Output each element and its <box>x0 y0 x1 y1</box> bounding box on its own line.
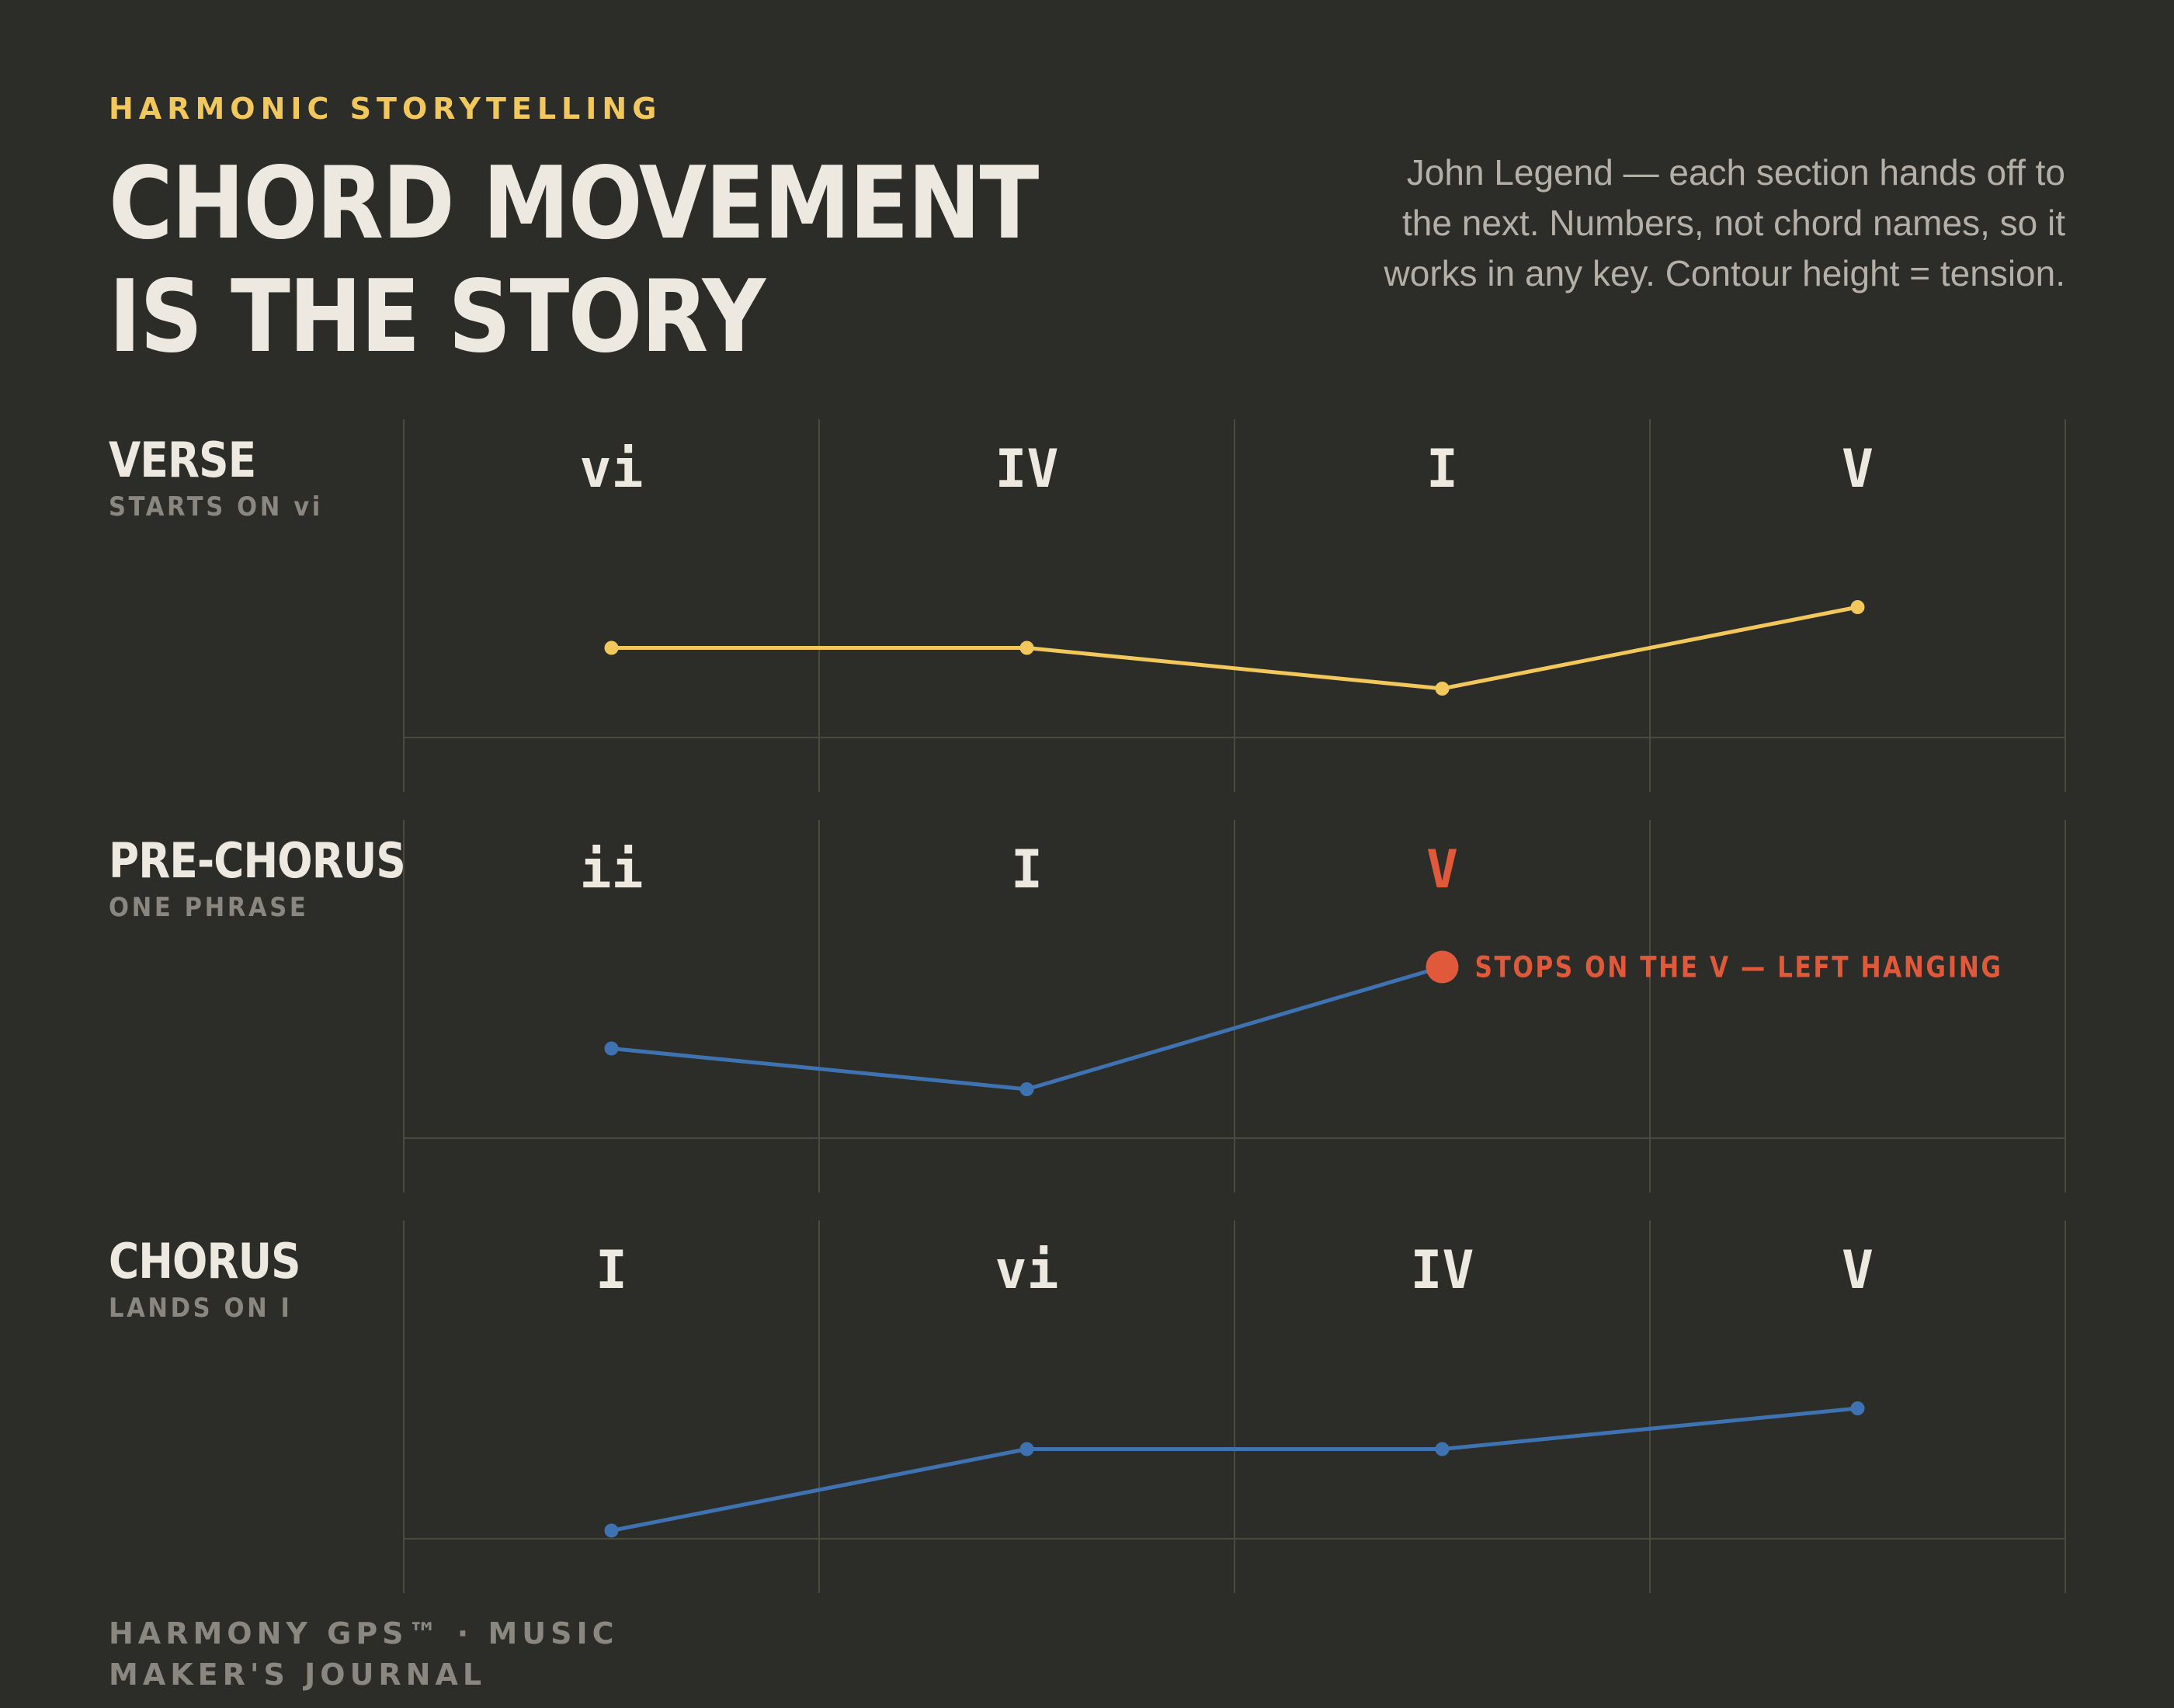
page-title: CHORD MOVEMENT IS THE STORY <box>109 146 1039 375</box>
data-point <box>1435 682 1450 696</box>
series-line <box>611 965 1443 1092</box>
section-subtitle: LANDS ON I <box>109 1293 293 1324</box>
chord-label: vi <box>995 1240 1059 1301</box>
chord-label: vi <box>580 439 644 500</box>
series-line <box>611 605 1858 691</box>
series-line <box>611 1406 1858 1533</box>
data-point <box>604 1041 619 1056</box>
row-label-pre-chorus: PRE-CHORUS ONE PHRASE <box>109 832 453 923</box>
section-subtitle: ONE PHRASE <box>109 892 309 923</box>
data-point <box>1850 1401 1865 1415</box>
data-point <box>1850 600 1865 614</box>
data-point <box>1019 640 1034 655</box>
kicker: HARMONIC STORYTELLING <box>109 92 662 126</box>
section-subtitle: STARTS ON vi <box>109 491 323 522</box>
chord-label: I <box>596 1240 627 1301</box>
data-point <box>604 640 619 655</box>
chord-label: IV <box>995 439 1059 500</box>
chord-label: I <box>1426 439 1458 500</box>
footer: HARMONY GPS™ · MUSIC MAKER'S JOURNAL <box>109 1616 619 1692</box>
title-line-1: CHORD MOVEMENT <box>109 146 1039 262</box>
section-title: CHORUS <box>109 1233 301 1290</box>
section-title: PRE-CHORUS <box>109 832 406 889</box>
title-line-2: IS THE STORY <box>109 259 766 375</box>
chord-label: V <box>1842 439 1874 500</box>
chord-label: V <box>1842 1240 1874 1301</box>
chord-label: IV <box>1411 1240 1474 1301</box>
chord-label: V <box>1426 839 1458 901</box>
row-label-verse: VERSE STARTS ON vi <box>109 432 347 522</box>
data-point <box>604 1523 619 1538</box>
chord-label: ii <box>580 839 644 901</box>
annotation-text: STOPS ON THE V — LEFT HANGING <box>1475 951 2003 984</box>
data-point <box>1435 1442 1450 1456</box>
section-title: VERSE <box>109 432 256 488</box>
data-point <box>1019 1442 1034 1456</box>
data-point <box>1019 1082 1034 1096</box>
description: John Legend — each section hands off to … <box>1384 152 2065 293</box>
highlight-point <box>1426 950 1459 984</box>
chord-label: I <box>1011 839 1043 901</box>
row-label-chorus: CHORUS LANDS ON I <box>109 1233 332 1324</box>
